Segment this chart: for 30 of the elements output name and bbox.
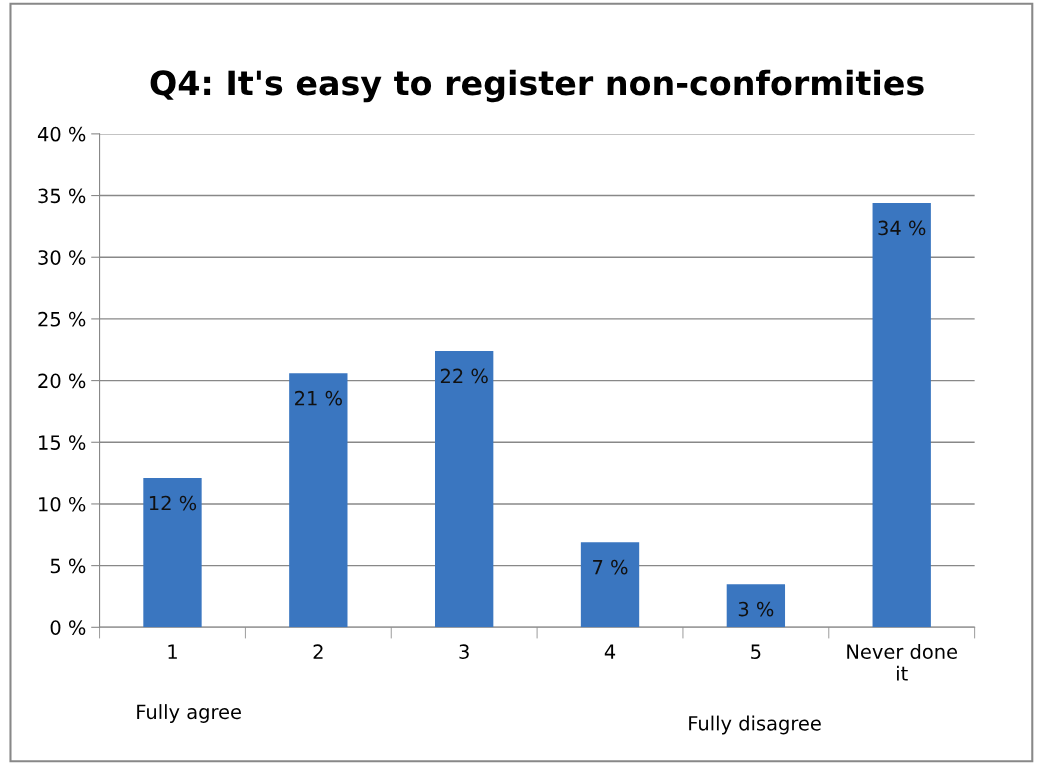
y-tick-label: 40 % (37, 126, 86, 142)
bar (289, 373, 348, 628)
bar (872, 202, 931, 628)
x-tick-label: 3 (459, 644, 469, 660)
bar (435, 350, 494, 628)
x-tick-label: 4 (604, 644, 616, 659)
x-tick-label: 1 (168, 644, 177, 659)
data-label: 12 % (149, 495, 197, 511)
x-tick-label: Never done it (847, 643, 958, 681)
data-label: 3 % (738, 601, 774, 617)
x-tick-label: 5 (751, 644, 761, 660)
text: Fully agree (137, 704, 241, 723)
bar (726, 584, 786, 628)
y-tick-label: 15 % (39, 435, 86, 450)
y-tick-label: 35 % (38, 188, 86, 204)
y-tick-label: 25 % (38, 311, 86, 327)
y-tick-label: 5 % (50, 558, 86, 574)
data-label: 34 % (878, 220, 926, 236)
bar (143, 478, 202, 628)
chart-title: Q4: It's easy to register non-conformities (150, 69, 924, 103)
data-label: 21 % (295, 390, 342, 406)
y-tick-label: 10 % (39, 496, 86, 512)
y-tick-label: 20 % (38, 373, 86, 389)
text: Fully disagree (689, 715, 821, 735)
data-label: 7 % (593, 559, 628, 575)
bar (580, 542, 640, 628)
x-tick-label: 2 (313, 644, 323, 659)
data-label: 22 % (440, 368, 488, 384)
y-tick-label: 0 % (50, 620, 86, 635)
y-tick-label: 30 % (38, 250, 86, 265)
